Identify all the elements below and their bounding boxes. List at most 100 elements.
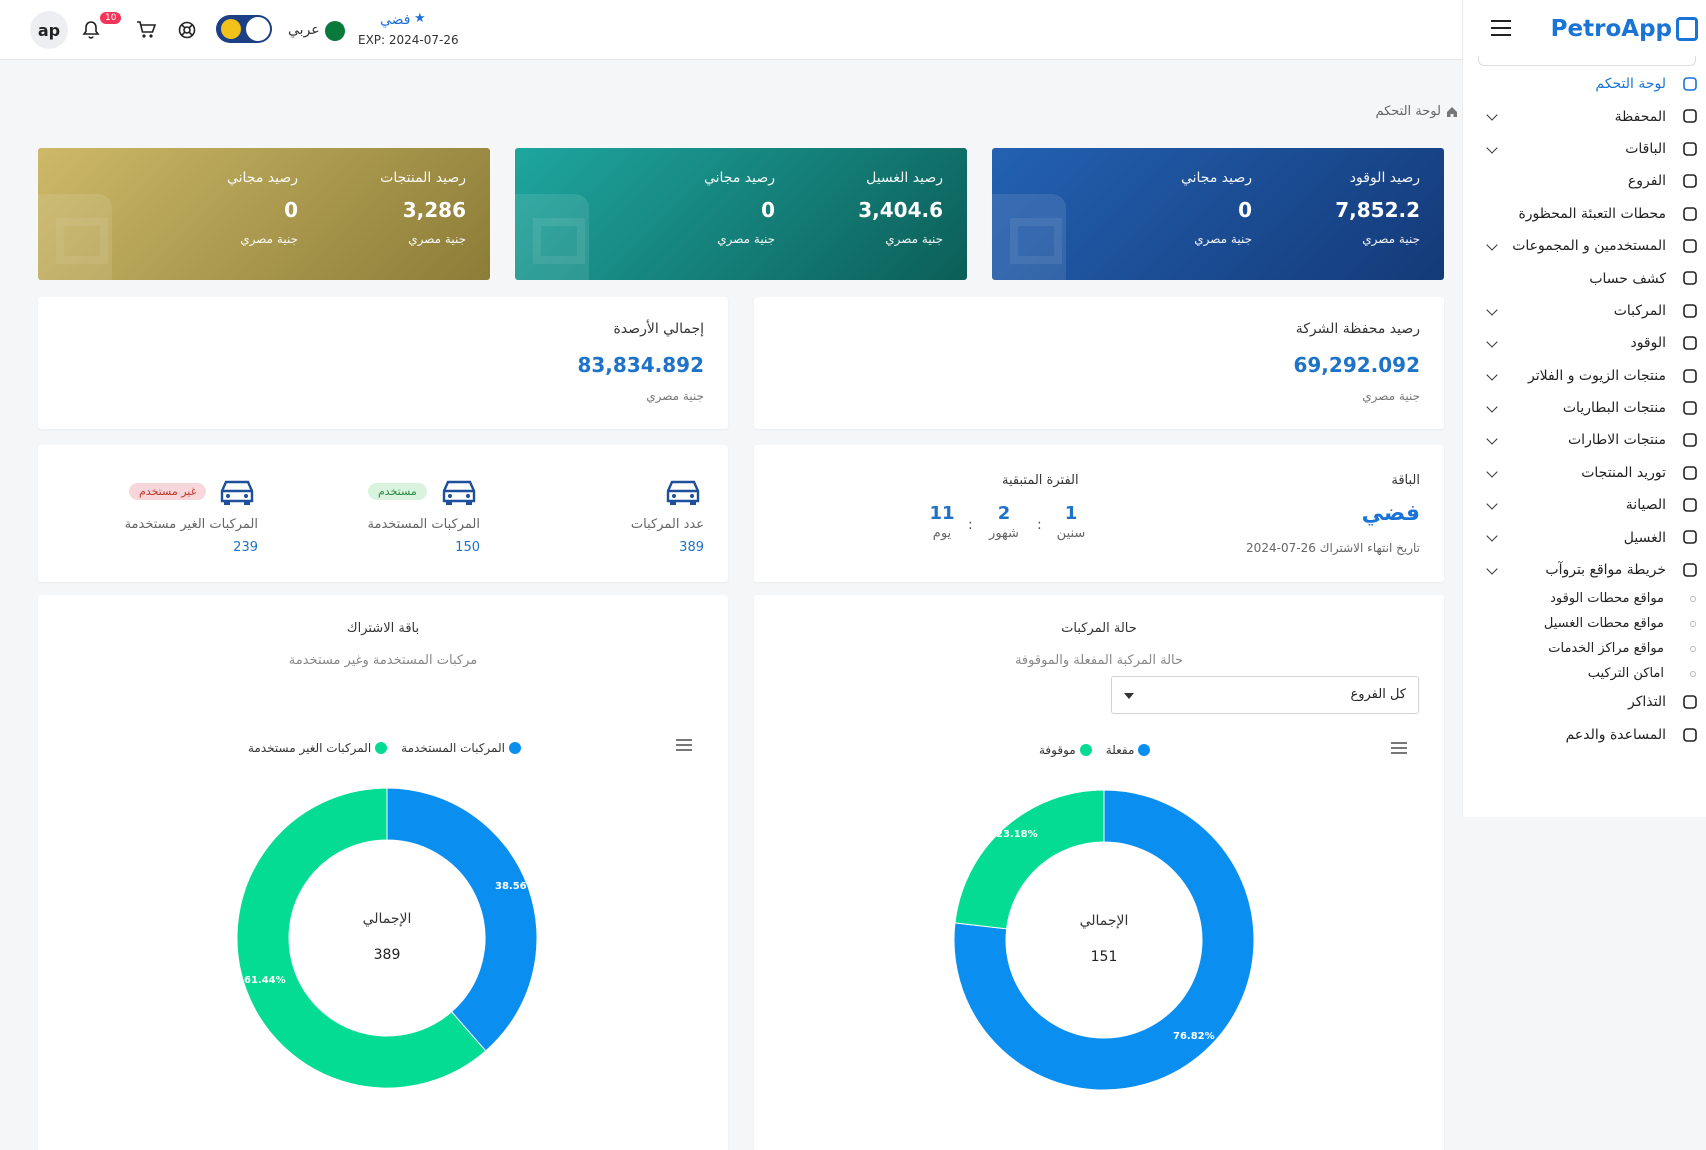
- days-unit: يوم: [932, 526, 952, 541]
- chevron-down-icon[interactable]: [1486, 563, 1498, 575]
- support-icon[interactable]: [174, 17, 200, 43]
- sidebar-item[interactable]: الصيانة: [1462, 489, 1706, 521]
- map-icon: [1682, 562, 1698, 578]
- sidebar-item[interactable]: الوقود: [1462, 327, 1706, 359]
- vehicle-status-donut-chart: [953, 789, 1255, 1091]
- sidebar-item-label: الصيانة: [1625, 497, 1666, 514]
- legend-item[interactable]: المركبات الغير مستخدمة: [248, 741, 388, 755]
- legend-dot: [375, 742, 388, 754]
- sidebar-subitem[interactable]: مواقع محطات الوقود: [1462, 586, 1706, 611]
- car-icon: [220, 480, 254, 505]
- sidebar-item[interactable]: المركبات: [1462, 295, 1706, 327]
- theme-toggle[interactable]: [216, 15, 272, 43]
- vehicles-count-label: عدد المركبات: [630, 517, 704, 532]
- card-decoration: [38, 194, 112, 280]
- logo[interactable]: PetroApp: [1551, 16, 1698, 42]
- vehicle-status-chart-card: حالة المركبات حالة المركبة المفعلة والمو…: [754, 595, 1444, 1150]
- sidebar-item-label: منتجات الزيوت و الفلاتر: [1528, 367, 1666, 384]
- sidebar-item[interactable]: المساعدة والدعم: [1462, 719, 1706, 751]
- used-vehicles-label: المركبات المستخدمة: [367, 517, 480, 532]
- chevron-down-icon[interactable]: [1486, 304, 1498, 316]
- company-wallet-label: رصيد محفظة الشركة: [1295, 321, 1420, 337]
- months-value: 2: [997, 503, 1011, 524]
- legend-item[interactable]: المركبات المستخدمة: [401, 741, 521, 755]
- branch-filter-select[interactable]: كل الفروع: [1111, 676, 1419, 714]
- menu-toggle-icon[interactable]: [1491, 20, 1511, 36]
- sidebar-item[interactable]: كشف حساب: [1462, 262, 1706, 294]
- sidebar-item-label: توريد المنتجات: [1581, 464, 1666, 481]
- slice-percent-label: 76.82%: [1173, 1031, 1215, 1042]
- legend-label: المركبات الغير مستخدمة: [248, 741, 372, 755]
- language-switch[interactable]: عربي: [288, 22, 320, 38]
- car-icon: [442, 480, 476, 505]
- sidebar-item[interactable]: منتجات الاطارات: [1462, 424, 1706, 456]
- unused-vehicles-label: المركبات الغير مستخدمة: [124, 517, 258, 532]
- sidebar-item[interactable]: منتجات البطاريات: [1462, 392, 1706, 424]
- chevron-down-icon[interactable]: [1486, 401, 1498, 413]
- donut-slice[interactable]: [954, 789, 1105, 930]
- bell-icon[interactable]: [78, 17, 104, 43]
- donut-slice[interactable]: [236, 787, 487, 1089]
- currency-label: جنية مصري: [408, 232, 466, 246]
- chevron-down-icon[interactable]: [1486, 368, 1498, 381]
- battery-icon: [1682, 400, 1698, 416]
- unused-vehicles-value: 239: [233, 540, 258, 555]
- chevron-down-icon[interactable]: [1486, 142, 1498, 154]
- donut-center-value: 389: [373, 947, 401, 963]
- legend-dot: [1079, 744, 1092, 756]
- avatar[interactable]: ap: [30, 11, 68, 49]
- sidebar-item[interactable]: التذاكر: [1462, 686, 1706, 718]
- company-wallet-value: 69,292.092: [1293, 353, 1420, 377]
- chart-menu-icon[interactable]: [1391, 742, 1407, 754]
- legend-item[interactable]: مفعلة: [1106, 743, 1151, 757]
- sidebar-item-label: منتجات البطاريات: [1562, 400, 1666, 417]
- chart-menu-icon[interactable]: [676, 739, 692, 751]
- logo-text: PetroApp: [1550, 16, 1672, 42]
- sidebar-item[interactable]: محطات التعبئة المحظورة: [1462, 198, 1706, 230]
- sidebar-item[interactable]: المستخدمين و المجموعات: [1462, 230, 1706, 262]
- donut-slice[interactable]: [386, 787, 538, 1052]
- fuel-icon: [1682, 335, 1698, 351]
- chevron-down-icon[interactable]: [1486, 433, 1498, 445]
- star-icon: ★: [414, 11, 426, 26]
- sidebar-item[interactable]: المحفظة: [1462, 100, 1706, 132]
- legend-label: المركبات المستخدمة: [401, 741, 505, 755]
- top-bar: ap 10 عربي ★ فضي EXP: 2024-07-26: [0, 0, 1462, 60]
- sidebar-item-label: التذاكر: [1627, 694, 1666, 711]
- sidebar-item[interactable]: توريد المنتجات: [1462, 457, 1706, 489]
- breadcrumb-label[interactable]: لوحة التحكم: [1375, 104, 1441, 119]
- free-balance-label: رصيد مجاني: [226, 170, 298, 186]
- chevron-down-icon[interactable]: [1486, 239, 1498, 251]
- sidebar-item-label: خريطة مواقع بتروآب: [1545, 562, 1666, 579]
- sidebar-item[interactable]: الغسيل: [1462, 521, 1706, 553]
- chevron-down-icon[interactable]: [1486, 336, 1498, 348]
- sidebar-item[interactable]: الفروع: [1462, 165, 1706, 197]
- chevron-down-icon[interactable]: [1486, 109, 1498, 122]
- vehicles-count: عدد المركبات 389: [631, 477, 704, 555]
- donut-slice[interactable]: [953, 789, 1255, 1091]
- chevron-down-icon[interactable]: [1486, 466, 1498, 478]
- circle-icon: [1690, 671, 1696, 678]
- package-label: الباقة: [1391, 473, 1420, 488]
- cart-icon[interactable]: [133, 17, 159, 43]
- legend-item[interactable]: موقوفة: [1039, 743, 1092, 757]
- wrench-icon: [1682, 432, 1698, 448]
- chevron-down-icon[interactable]: [1486, 498, 1498, 510]
- sidebar-item-label: الغسيل: [1623, 529, 1666, 546]
- sidebar-subitem[interactable]: اماكن التركيب: [1462, 661, 1706, 686]
- chevron-down-icon[interactable]: [1486, 530, 1498, 543]
- sidebar-item[interactable]: لوحة التحكم: [1462, 68, 1706, 100]
- breadcrumb: لوحة التحكم: [1375, 104, 1458, 119]
- car-wash-icon: [1682, 529, 1698, 545]
- sidebar-item[interactable]: منتجات الزيوت و الفلاتر: [1462, 360, 1706, 392]
- sidebar-subitem[interactable]: مواقع محطات الغسيل: [1462, 611, 1706, 636]
- sidebar-subitem[interactable]: مواقع مراكز الخدمات: [1462, 636, 1706, 661]
- circle-icon: [1690, 646, 1696, 653]
- plus-box-icon: [1682, 497, 1698, 513]
- sidebar-item[interactable]: خريطة مواقع بتروآب: [1462, 554, 1706, 586]
- users-icon: [1682, 238, 1698, 254]
- vehicles-card: عدد المركبات 389 مستخدم المركبات المستخد…: [38, 445, 728, 582]
- free-balance-value: 0: [1238, 198, 1252, 222]
- slice-percent-label: 38.56%: [495, 881, 537, 892]
- sidebar-item[interactable]: الباقات: [1462, 133, 1706, 165]
